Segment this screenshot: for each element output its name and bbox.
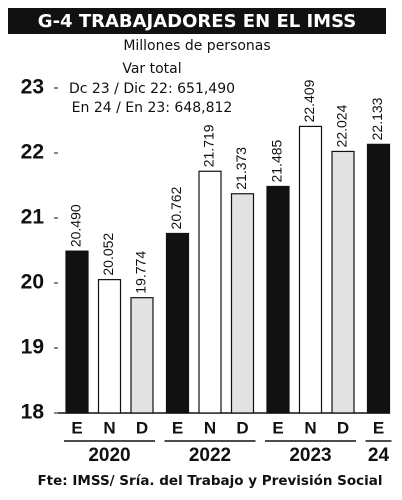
chart-subtitle: Millones de personas — [123, 38, 270, 54]
x-tick-label: N — [204, 418, 216, 437]
value-label: 20.052 — [100, 233, 116, 276]
annotation: Dc 23 / Dic 22: 651,490 — [69, 81, 235, 97]
x-tick-label: D — [236, 418, 248, 437]
chart-title: G-4 TRABAJADORES EN EL IMSS — [38, 11, 356, 32]
title-band — [8, 8, 386, 34]
value-label: 22.024 — [334, 104, 350, 147]
bar — [65, 250, 89, 414]
y-tick-label: 21 — [21, 206, 45, 229]
value-label: 22.409 — [301, 79, 317, 122]
x-tick-label: D — [337, 418, 349, 437]
x-tick-label: N — [103, 418, 115, 437]
bar — [165, 232, 190, 414]
value-label: 22.133 — [369, 97, 385, 140]
bar — [366, 143, 391, 414]
x-tick-label: N — [304, 418, 316, 437]
value-label: 20.490 — [68, 204, 84, 247]
value-label: 21.719 — [201, 124, 217, 167]
group-label: 24 — [368, 445, 390, 466]
y-tick-label: 23 — [21, 76, 44, 99]
bar — [230, 193, 255, 414]
x-tick-label: E — [373, 418, 384, 437]
y-tick-label: 19 — [21, 336, 44, 359]
value-label: 20.762 — [168, 186, 184, 229]
x-tick-label: E — [272, 418, 283, 437]
bar — [331, 150, 355, 414]
annotation: En 24 / En 23: 648,812 — [72, 100, 233, 116]
bar — [198, 170, 222, 414]
bar — [97, 279, 122, 414]
y-tick-label: 20 — [21, 271, 44, 294]
value-label: 21.373 — [233, 147, 249, 190]
x-tick-label: E — [71, 418, 82, 437]
annotation: Var total — [122, 61, 181, 77]
y-tick-label: 18 — [21, 401, 45, 424]
source: Fte: IMSS/ Sría. del Trabajo y Previsión… — [37, 473, 382, 489]
group-label: 2023 — [289, 445, 331, 466]
value-label: 19.774 — [133, 251, 149, 294]
bar — [130, 297, 154, 414]
x-tick-label: D — [136, 418, 148, 437]
value-label: 21.485 — [269, 139, 285, 182]
bar — [298, 125, 323, 414]
x-tick-label: E — [172, 418, 183, 437]
y-tick-label: 22 — [21, 141, 44, 164]
group-label: 2022 — [189, 445, 231, 466]
bar — [266, 185, 290, 414]
group-label: 2020 — [88, 445, 130, 466]
